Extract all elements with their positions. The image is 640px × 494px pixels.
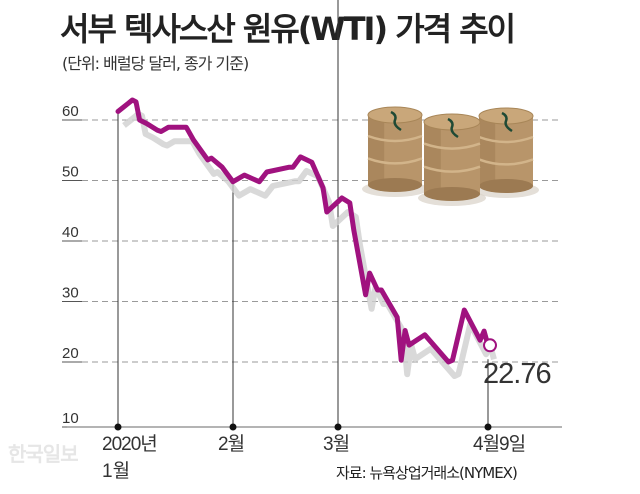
oil-drip (447, 117, 459, 139)
y-tick-label: 10 (62, 410, 79, 427)
y-tick-label: 50 (62, 164, 79, 181)
source-note: 자료: 뉴욕상업거래소(NYMEX) (336, 464, 518, 482)
x-tick-dot (114, 423, 122, 431)
y-tick-label: 60 (62, 103, 79, 120)
barrel-ring (478, 158, 534, 166)
x-tick-label: 3월 (323, 433, 349, 455)
barrel-bottom (479, 179, 533, 193)
chart-unit-note: (단위: 배럴당 달러, 종가 기준) (62, 54, 249, 73)
barrel-bottom (368, 178, 422, 192)
barrel-shade (479, 116, 496, 186)
x-tick-dot (334, 423, 342, 431)
x-guide-lines (117, 0, 489, 427)
series (115, 97, 497, 379)
barrel-bottom (424, 187, 480, 201)
x-tick-dot (229, 423, 237, 431)
barrel-ring (367, 157, 423, 165)
end-point-marker (483, 338, 497, 353)
x-tick-label: 4월9일 (473, 433, 525, 455)
end-value-label: 22.76 (483, 358, 551, 390)
x-axis: 2020년 1월 2월 3월 4월9일 (67, 423, 562, 482)
barrel-ring (478, 135, 534, 144)
oil-drip (390, 110, 402, 132)
barrel-shade (368, 115, 385, 185)
y-tick-label: 40 (62, 224, 79, 241)
y-tick-label: 20 (62, 345, 79, 362)
chart-title: 서부 텍사스산 원유(WTI) 가격 추이 (60, 10, 516, 48)
barrel-shade (424, 122, 441, 194)
x-tick-label: 2020년 (102, 433, 157, 455)
barrel-ring (367, 134, 423, 143)
barrel-ring (423, 165, 481, 173)
x-tick-dot (484, 423, 492, 431)
barrel-ring (423, 142, 481, 150)
x-tick-label-line2: 1월 (102, 460, 130, 482)
x-tick-label: 2월 (218, 433, 244, 455)
oil-drip (501, 111, 513, 133)
watermark-logo: 한국일보 (8, 442, 79, 466)
y-tick-label: 30 (62, 285, 79, 302)
oil-barrels-illustration (362, 106, 539, 206)
grid: 10 20 30 40 50 60 (62, 103, 562, 428)
